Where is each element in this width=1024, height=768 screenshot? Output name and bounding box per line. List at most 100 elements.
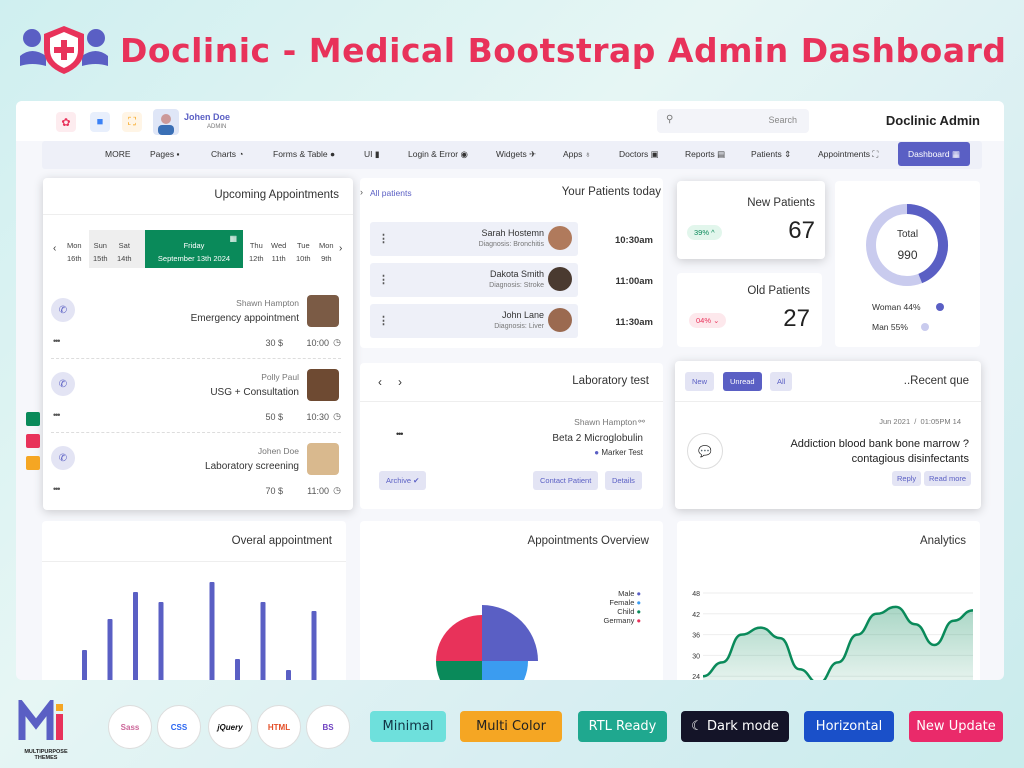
patient-time: 11:30am	[615, 317, 653, 328]
bar	[82, 650, 87, 680]
chevron-right-icon[interactable]: ›	[360, 187, 363, 197]
details-button[interactable]: Details	[605, 471, 642, 490]
logo-text: MULTIPURPOSE THEMES	[24, 749, 68, 761]
more-icon[interactable]: •••	[53, 484, 61, 494]
nav-charts[interactable]: Charts ◔	[211, 149, 244, 159]
nav-login-label: Login & Error	[408, 149, 459, 159]
money-icon[interactable]	[26, 412, 40, 426]
search-placeholder: Search	[768, 115, 797, 125]
date-num: 15th	[93, 254, 108, 263]
nav-forms[interactable]: Forms & Table ●	[273, 149, 336, 159]
legend-dot: ●	[636, 598, 641, 607]
nav-charts-label: Charts	[211, 149, 237, 159]
topbar: ✿ ■ ⛶ Johen Doe ADMIN ⚲ Search Doclinic …	[16, 101, 1004, 141]
nav-more[interactable]: MORE	[105, 149, 131, 159]
nav-patients[interactable]: Patients ⇕	[751, 149, 792, 159]
more-vertical-icon[interactable]: ⋮	[378, 233, 389, 245]
patient-row[interactable]: ⋮ Sarah Hostemn Diagnosis: Bronchitis	[370, 222, 578, 256]
tab-all[interactable]: All	[770, 372, 793, 391]
patient-name: John Lane	[501, 310, 544, 320]
appointment-item[interactable]: ✆ Johen Doe Laboratory screening ••• 70 …	[51, 438, 341, 512]
note-icon[interactable]: ■	[90, 112, 110, 132]
more-icon[interactable]: •••	[53, 336, 61, 346]
old-patients-card: Old Patients 27 04% ⌄	[677, 273, 822, 347]
phone-icon[interactable]: ✆	[51, 372, 75, 396]
appointment-item[interactable]: ✆ Polly Paul USG + Consultation ••• 50 $…	[51, 364, 341, 438]
legend-label: Germany	[603, 616, 635, 625]
lab-title: Laboratory test	[572, 375, 649, 387]
more-vertical-icon[interactable]: ⋮	[378, 315, 389, 327]
date-item[interactable]: Mon 16th	[67, 239, 82, 265]
date-item[interactable]: Sat 14th	[117, 239, 132, 265]
patient-row[interactable]: ⋮ John Lane Diagnosis: Liver	[370, 304, 578, 338]
phone-icon[interactable]: ✆	[51, 298, 75, 322]
appointment-price: 50 $	[265, 412, 283, 422]
css3-icon: CSS	[157, 705, 201, 749]
fullscreen-icon[interactable]: ⛶	[122, 112, 142, 132]
patient-row[interactable]: ⋮ Dakota Smith Diagnosis: Stroke	[370, 263, 578, 297]
chevron-left-icon[interactable]: ‹	[378, 375, 382, 389]
selected-date[interactable]: ▦ Friday September 13th 2024	[145, 230, 243, 268]
more-vertical-icon[interactable]: ⋮	[378, 274, 389, 286]
chevron-left-icon[interactable]: ‹	[53, 243, 57, 254]
area-line	[702, 605, 974, 680]
overview-pie-chart	[436, 605, 538, 680]
user-name[interactable]: Johen Doe	[184, 112, 231, 122]
phone-icon[interactable]: ✆	[51, 446, 75, 470]
nav-widgets-label: Widgets	[496, 149, 527, 159]
date-item[interactable]: Mon 9th	[319, 239, 334, 265]
date-day: Sun	[93, 241, 107, 250]
contact-patient-button[interactable]: Contact Patient	[533, 471, 599, 490]
dark-mode-badge: ☾ Dark mode	[681, 711, 789, 742]
nav-login[interactable]: Login & Error ◉	[408, 149, 468, 159]
tab-new[interactable]: New	[685, 372, 715, 391]
flower-icon[interactable]: ✿	[56, 112, 76, 132]
nav-doctors[interactable]: Doctors ▣	[619, 149, 659, 159]
clock-icon: ◷	[333, 411, 341, 421]
old-patients-title: Old Patients	[747, 285, 810, 297]
more-icon[interactable]: •••	[396, 429, 404, 439]
lab-marker-text: Marker Test	[601, 448, 643, 457]
recent-questions-card: New Unread All ..Recent que Jun 2021 / 0…	[675, 361, 981, 509]
read-more-button[interactable]: Read more	[924, 471, 972, 486]
clock-icon: ◷	[333, 485, 341, 495]
new-patients-badge: 39% ^	[687, 225, 722, 240]
date-item[interactable]: Thu 12th	[249, 239, 264, 265]
archive-button[interactable]: Archive ✔	[379, 471, 427, 490]
nav-apps[interactable]: Apps ♁	[563, 149, 592, 159]
appointment-type: Laboratory screening	[205, 461, 299, 472]
appointment-name: Johen Doe	[257, 446, 299, 456]
sass-icon: Sass	[108, 705, 152, 749]
shield-logo-icon	[18, 22, 110, 78]
recent-question[interactable]: Addiction blood bank bone marrow ?contag…	[790, 438, 969, 465]
chevron-right-icon[interactable]: ›	[398, 375, 402, 389]
lab-test: Beta 2 Microglobulin	[552, 433, 643, 444]
nav-ui[interactable]: UI ▮	[364, 149, 380, 159]
date-item[interactable]: Sun 15th	[93, 239, 108, 265]
folder-icon[interactable]	[26, 456, 40, 470]
lab-doctor: Shawn Hampton	[574, 417, 637, 427]
reply-button[interactable]: Reply	[892, 471, 922, 486]
date-item[interactable]: Wed 11th	[271, 239, 286, 265]
date-item[interactable]: Tue 10th	[296, 239, 311, 265]
nav-dashboard[interactable]: Dashboard ▦	[898, 142, 970, 166]
nav-appointments[interactable]: Appointments ⛶	[818, 149, 879, 159]
patient-photo	[307, 443, 339, 475]
legend-dot: ●	[636, 607, 641, 616]
avatar[interactable]	[153, 109, 179, 135]
nav-widgets[interactable]: Widgets ✈	[496, 149, 537, 159]
nav-reports[interactable]: Reports ▤	[685, 149, 726, 159]
pie-slice	[436, 661, 482, 680]
nav-pages[interactable]: Pages ▪	[150, 149, 180, 159]
date-day: Thu	[249, 241, 263, 250]
nav-pages-label: Pages	[150, 149, 175, 159]
appointment-time: 10:00	[306, 338, 329, 348]
search-input[interactable]: ⚲ Search	[657, 109, 809, 133]
tab-unread[interactable]: Unread	[723, 372, 762, 391]
all-patients-link[interactable]: All patients	[370, 188, 412, 198]
appointment-item[interactable]: ✆ Shawn Hampton Emergency appointment ••…	[51, 290, 341, 364]
more-icon[interactable]: •••	[53, 410, 61, 420]
chevron-right-icon[interactable]: ›	[339, 243, 343, 254]
image-icon[interactable]	[26, 434, 40, 448]
multipurpose-logo: MULTIPURPOSE THEMES	[18, 695, 74, 761]
